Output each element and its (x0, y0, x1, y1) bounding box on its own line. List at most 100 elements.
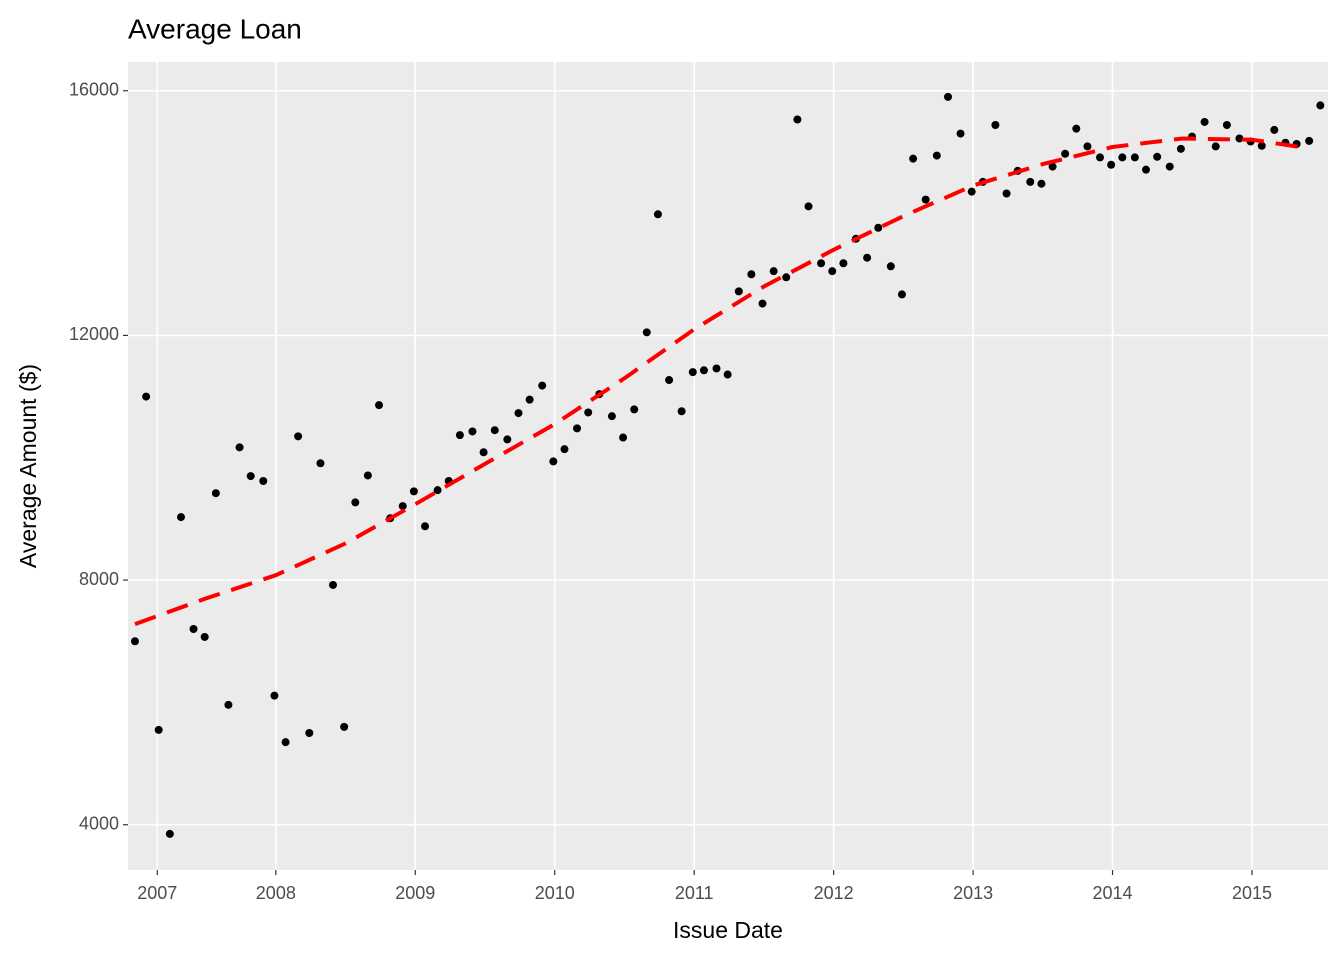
point (281, 738, 290, 747)
point (956, 129, 965, 138)
point (1107, 160, 1116, 169)
point (130, 637, 139, 646)
point (316, 459, 325, 468)
point (688, 368, 697, 377)
point (1130, 153, 1139, 162)
point (921, 195, 930, 204)
point (991, 121, 1000, 130)
point (468, 427, 477, 436)
point (398, 502, 407, 511)
point (642, 328, 651, 337)
point (699, 366, 708, 375)
trend-line (134, 136, 1309, 626)
point (1176, 144, 1185, 153)
y-axis-label: Average Amount ($) (15, 364, 41, 568)
x-tick-label: 2015 (1232, 883, 1272, 903)
point (154, 725, 163, 734)
y-tick-label: 16000 (69, 79, 119, 99)
point (1002, 189, 1011, 198)
point (1037, 179, 1046, 188)
point (305, 728, 314, 737)
chart-title: Average Loan (128, 13, 302, 44)
point (804, 202, 813, 211)
point (909, 154, 918, 163)
point (189, 625, 198, 634)
x-tick-label: 2010 (535, 883, 575, 903)
point (200, 632, 209, 641)
point (455, 431, 464, 440)
point (235, 443, 244, 452)
x-tick-label: 2013 (953, 883, 993, 903)
point (479, 448, 488, 457)
point (1222, 121, 1231, 130)
y-tick-label: 12000 (69, 324, 119, 344)
point (503, 435, 512, 444)
point (538, 381, 547, 390)
point (1026, 177, 1035, 186)
point (1211, 142, 1220, 151)
point (1095, 153, 1104, 162)
point (769, 267, 778, 276)
x-tick-label: 2012 (814, 883, 854, 903)
point (1153, 152, 1162, 161)
point (1118, 153, 1127, 162)
x-tick-label: 2009 (395, 883, 435, 903)
point (677, 407, 686, 416)
point (165, 829, 174, 838)
point (409, 487, 418, 496)
point (932, 151, 941, 160)
point (142, 392, 151, 401)
point (1165, 162, 1174, 171)
x-tick-label: 2007 (137, 883, 177, 903)
point (897, 290, 906, 299)
point (560, 445, 569, 454)
point (758, 299, 767, 308)
point (793, 115, 802, 124)
point (734, 287, 743, 296)
x-tick-label: 2008 (256, 883, 296, 903)
point (1061, 149, 1070, 158)
point (433, 486, 442, 495)
x-axis-label: Issue Date (673, 917, 783, 943)
point (967, 187, 976, 196)
point (375, 401, 384, 410)
point (211, 489, 220, 498)
point (723, 370, 732, 379)
point (607, 412, 616, 421)
point (514, 409, 523, 418)
point (665, 376, 674, 385)
point (584, 408, 593, 417)
y-tick-label: 4000 (79, 813, 119, 833)
point (340, 722, 349, 731)
point (817, 259, 826, 268)
point (712, 364, 721, 373)
point (224, 700, 233, 709)
point (943, 92, 952, 101)
x-tick-label: 2011 (675, 883, 714, 903)
point (259, 476, 268, 485)
point (1305, 136, 1314, 145)
point (874, 223, 883, 232)
point (1316, 101, 1325, 110)
point (421, 522, 430, 531)
point (270, 691, 279, 700)
point (294, 432, 303, 441)
point (328, 580, 337, 589)
point (747, 270, 756, 279)
plot-panel (128, 62, 1328, 870)
point (1200, 117, 1209, 126)
point (653, 210, 662, 219)
y-tick-label: 8000 (79, 569, 119, 589)
point (573, 424, 582, 433)
point (619, 433, 628, 442)
point (839, 259, 848, 268)
point (363, 471, 372, 480)
point (549, 457, 558, 466)
point (176, 513, 185, 522)
point (1083, 142, 1092, 151)
point (863, 253, 872, 262)
point (246, 472, 255, 481)
point (1235, 134, 1244, 143)
point (1048, 162, 1057, 171)
